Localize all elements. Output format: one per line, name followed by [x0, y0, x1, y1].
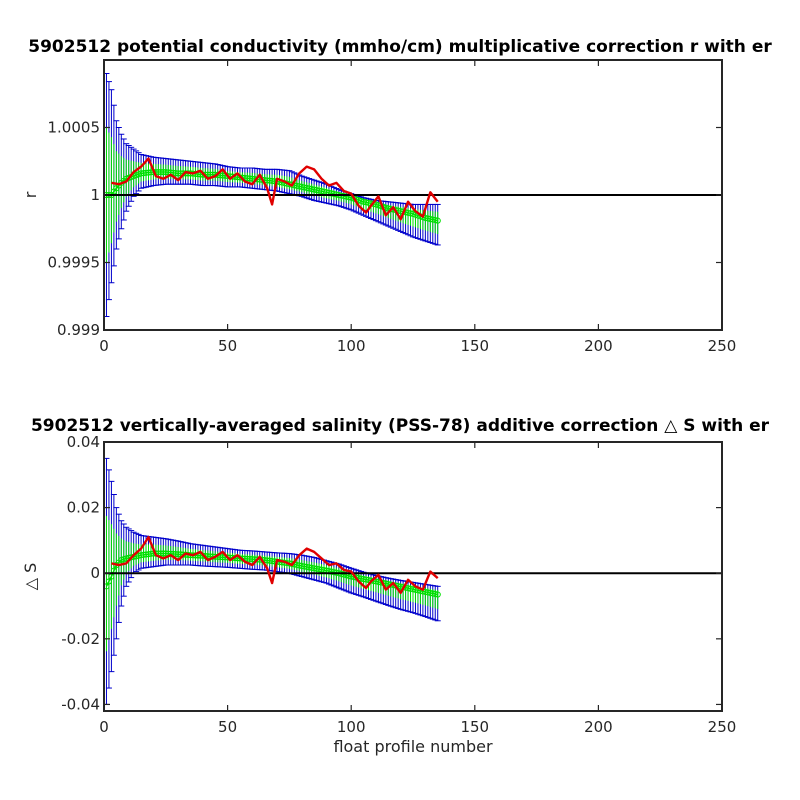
x-tick-label: 50	[218, 337, 237, 355]
axes-box	[103, 441, 723, 712]
x-tick-label: 100	[337, 337, 366, 355]
y-tick-label: 1	[90, 186, 100, 204]
y-tick-label: 0.9995	[48, 254, 101, 272]
y-tick-label: -0.02	[61, 630, 100, 648]
x-tick-label: 250	[708, 337, 737, 355]
x-axis-label: float profile number	[333, 737, 493, 756]
fit-line	[106, 171, 438, 222]
x-tick-label: 100	[337, 718, 366, 736]
y-axis-label: △ S	[21, 563, 40, 591]
y-tick-label: 0.02	[67, 499, 100, 517]
data-layer	[104, 73, 722, 317]
x-tick-label: 0	[99, 718, 109, 736]
subplot-2: 0 50 100 150 200 250 -0.04 -0.02 0 0.02 0.04590251…	[21, 416, 770, 756]
data-layer	[104, 457, 722, 705]
x-tick-label: 0	[99, 337, 109, 355]
y-tick-label: 0	[90, 564, 100, 582]
y-axis-label: r	[21, 191, 40, 198]
x-tick-label: 200	[584, 337, 613, 355]
chart-title: 5902512 vertically-averaged salinity (PS…	[31, 416, 770, 436]
chart-title: 5902512 potential conductivity (mmho/cm)…	[28, 37, 772, 57]
y-tick-label: 0.999	[57, 321, 100, 339]
raw-correction-line	[111, 157, 439, 221]
raw-correction-line	[111, 535, 439, 595]
x-tick-label: 50	[218, 718, 237, 736]
plot-area	[104, 442, 722, 711]
x-tick-label: 200	[584, 718, 613, 736]
y-tick-label: 1.0005	[48, 119, 101, 137]
y-tick-label: -0.04	[61, 695, 100, 713]
x-tick-label: 150	[460, 718, 489, 736]
x-tick-label: 250	[708, 718, 737, 736]
x-tick-label: 150	[460, 337, 489, 355]
subplot-1: 0 50 100 150 200 250 0.999 0.9995 1 1.0005 5902512…	[21, 37, 772, 355]
y-tick-label: 0.04	[67, 433, 100, 451]
